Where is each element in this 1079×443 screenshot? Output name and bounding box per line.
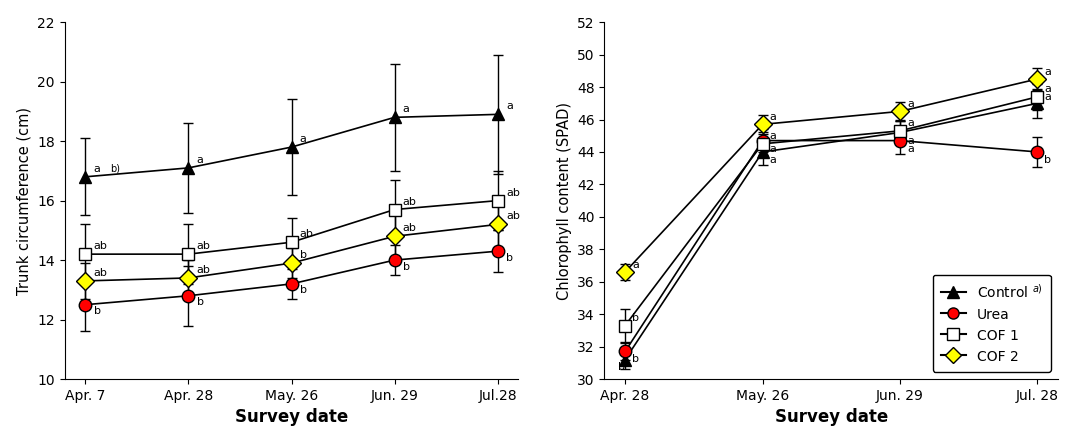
- X-axis label: Survey date: Survey date: [775, 408, 888, 426]
- Text: b: b: [506, 253, 513, 263]
- Text: b: b: [300, 285, 306, 295]
- Text: b: b: [632, 313, 639, 323]
- Text: ab: ab: [94, 241, 108, 251]
- Text: a: a: [94, 164, 100, 174]
- X-axis label: Survey date: Survey date: [235, 408, 349, 426]
- Text: b: b: [300, 250, 306, 260]
- Text: a: a: [906, 118, 914, 128]
- Text: a: a: [402, 105, 410, 114]
- Text: a: a: [906, 144, 914, 154]
- Text: ab: ab: [506, 188, 520, 198]
- Text: a: a: [769, 132, 776, 141]
- Legend: Control $^{a)}$, Urea, COF 1, COF 2: Control $^{a)}$, Urea, COF 1, COF 2: [932, 275, 1051, 372]
- Text: b: b: [1044, 155, 1051, 165]
- Text: a: a: [906, 99, 914, 109]
- Text: ab: ab: [94, 268, 108, 278]
- Text: a: a: [506, 101, 513, 111]
- Y-axis label: Chlorophyll content (SPAD): Chlorophyll content (SPAD): [557, 101, 572, 299]
- Text: ab: ab: [506, 211, 520, 222]
- Text: b: b: [632, 354, 639, 364]
- Text: a: a: [632, 260, 639, 269]
- Text: b: b: [196, 297, 204, 307]
- Text: a: a: [300, 134, 306, 144]
- Y-axis label: Trunk circumference (cm): Trunk circumference (cm): [16, 107, 31, 295]
- Text: a: a: [1044, 92, 1051, 101]
- Text: b: b: [94, 306, 100, 316]
- Text: a: a: [769, 112, 776, 122]
- Text: ab: ab: [402, 223, 416, 233]
- Text: b): b): [110, 164, 120, 174]
- Text: a: a: [769, 155, 776, 165]
- Text: b: b: [618, 362, 625, 372]
- Text: b: b: [402, 261, 410, 272]
- Text: a: a: [1044, 84, 1051, 94]
- Text: ab: ab: [196, 241, 210, 251]
- Text: a: a: [1044, 66, 1051, 77]
- Text: ab: ab: [196, 265, 210, 275]
- Text: ab: ab: [300, 229, 314, 239]
- Text: a: a: [769, 144, 776, 154]
- Text: a: a: [906, 136, 914, 146]
- Text: a: a: [196, 155, 204, 165]
- Text: ab: ab: [402, 197, 416, 206]
